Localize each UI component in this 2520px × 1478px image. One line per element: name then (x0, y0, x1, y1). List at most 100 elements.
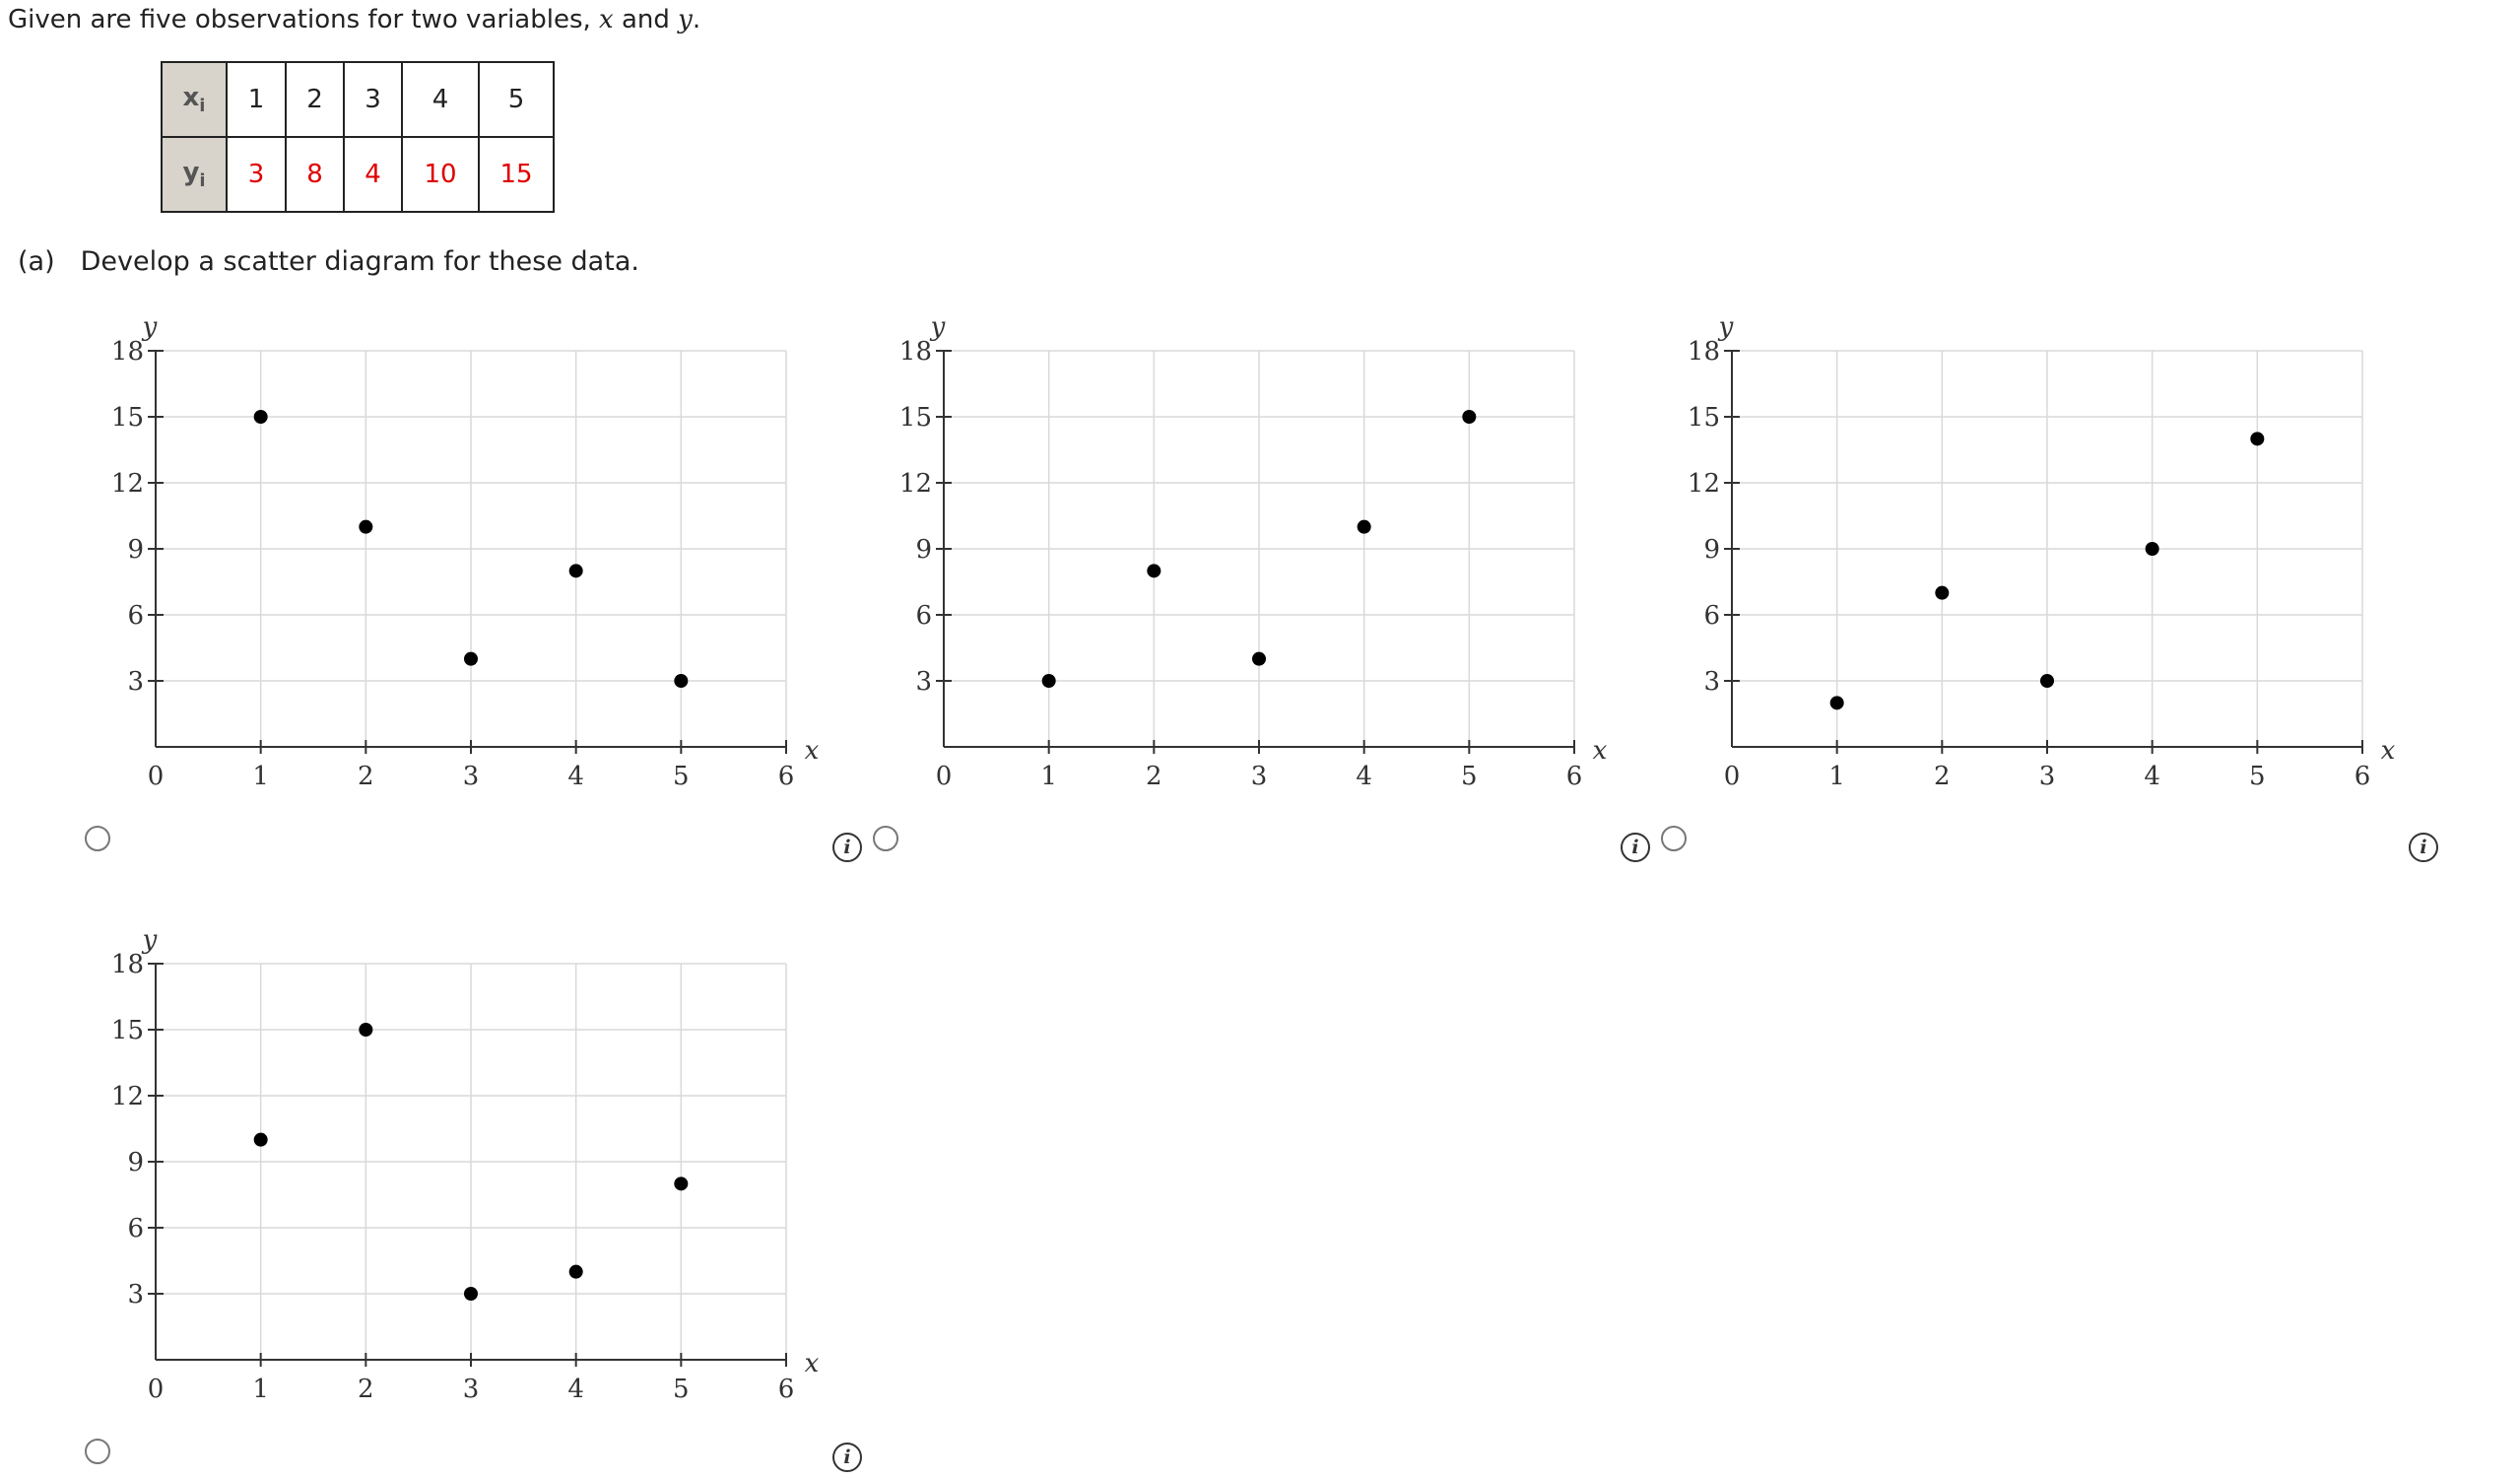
x-cell: 1 (226, 61, 287, 138)
observations-table: xi 1 2 3 4 5 yi 3 8 4 10 15 (161, 61, 555, 213)
scatter-plot-option-3: 0 1 2 3 4 5 6 3 6 9 12 15 18 y x (1675, 296, 2423, 791)
data-point (359, 519, 373, 534)
data-point (1252, 651, 1266, 666)
y-tick-label: 15 (1688, 403, 1720, 433)
x-tick-label: 2 (1146, 762, 1162, 791)
option-3-radio[interactable] (1661, 826, 1687, 851)
data-point (253, 1132, 268, 1147)
data-point (2145, 542, 2159, 556)
info-icon[interactable]: i (832, 1443, 862, 1472)
part-a-question: (a) Develop a scatter diagram for these d… (18, 244, 639, 280)
y-cell: 8 (285, 136, 345, 213)
x-tick-label: 6 (778, 1375, 795, 1404)
data-point (359, 1023, 373, 1037)
y-tick-label: 18 (111, 337, 144, 367)
y-cell: 4 (343, 136, 403, 213)
y-cell: 3 (226, 136, 287, 213)
x-axis-label: x (1593, 736, 1608, 766)
option-2-radio[interactable] (873, 826, 898, 851)
y-axis-label: y (1718, 312, 1734, 342)
x-tick-label: 4 (567, 762, 584, 791)
x-tick-label: 4 (567, 1375, 584, 1404)
x-tick-label: 5 (673, 762, 690, 791)
x-tick-label: 6 (1566, 762, 1583, 791)
x-tick-label: 4 (2144, 762, 2160, 791)
x-cell: 4 (401, 61, 480, 138)
info-icon[interactable]: i (832, 833, 862, 862)
x-tick-label: 0 (148, 1375, 165, 1404)
y-tick-label: 6 (127, 1214, 144, 1243)
y-tick-label: 18 (111, 950, 144, 979)
y-tick-label: 3 (127, 1280, 144, 1310)
x-cell: 5 (478, 61, 555, 138)
y-tick-label: 18 (899, 337, 932, 367)
x-axis-label: x (2381, 736, 2396, 766)
intro-var-x: x (599, 5, 614, 34)
intro-text-before: Given are five observations for two vari… (8, 5, 600, 34)
x-tick-label: 4 (1356, 762, 1372, 791)
x-tick-label: 2 (358, 1375, 374, 1404)
intro-text-mid: and (613, 5, 679, 34)
intro-var-y: y (678, 5, 693, 34)
data-point (1829, 696, 1844, 710)
x-tick-label: 0 (148, 762, 165, 791)
data-point (464, 1287, 478, 1301)
data-point (253, 410, 268, 424)
data-point (674, 674, 689, 688)
y-tick-label: 9 (127, 535, 144, 565)
x-tick-label: 5 (1461, 762, 1478, 791)
x-axis-label: x (805, 736, 820, 766)
info-icon[interactable]: i (2409, 833, 2438, 862)
data-point (2040, 674, 2054, 688)
x-tick-label: 5 (2249, 762, 2266, 791)
info-icon[interactable]: i (1621, 833, 1650, 862)
option-4-radio[interactable] (85, 1439, 110, 1464)
scatter-plot-option-2: 0 1 2 3 4 5 6 3 6 9 12 15 18 y x (887, 296, 1635, 791)
y-row: yi 3 8 4 10 15 (161, 136, 555, 213)
y-cell: 10 (401, 136, 480, 213)
y-tick-label: 15 (111, 403, 144, 433)
data-point (2250, 432, 2265, 446)
x-tick-label: 2 (1934, 762, 1951, 791)
y-tick-label: 9 (127, 1148, 144, 1177)
x-row: xi 1 2 3 4 5 (161, 61, 555, 138)
x-tick-label: 3 (2039, 762, 2056, 791)
x-tick-label: 3 (463, 762, 480, 791)
y-axis-label: y (142, 312, 158, 342)
x-tick-label: 2 (358, 762, 374, 791)
data-point (1935, 585, 1950, 600)
data-point (1041, 674, 1056, 688)
y-tick-label: 3 (127, 667, 144, 697)
y-tick-label: 3 (1703, 667, 1720, 697)
x-tick-label: 3 (1251, 762, 1268, 791)
part-question: Develop a scatter diagram for these data… (80, 246, 639, 277)
data-point (1462, 410, 1477, 424)
scatter-plot-option-4: 0 1 2 3 4 5 6 3 6 9 12 15 18 y x (99, 908, 847, 1404)
option-1-radio[interactable] (85, 826, 110, 851)
x-tick-label: 6 (778, 762, 795, 791)
data-point (1357, 519, 1371, 534)
x-axis-label: x (805, 1349, 820, 1378)
x-tick-label: 0 (936, 762, 953, 791)
y-tick-label: 15 (111, 1016, 144, 1045)
y-axis-label: y (142, 925, 158, 955)
x-tick-label: 1 (1828, 762, 1845, 791)
y-axis-label: y (930, 312, 946, 342)
y-tick-label: 12 (1688, 469, 1720, 499)
data-point (568, 564, 583, 578)
scatter-plot-option-1: 0 1 2 3 4 5 6 3 6 9 12 15 18 y x (99, 296, 847, 791)
x-tick-label: 1 (1040, 762, 1057, 791)
y-tick-label: 9 (915, 535, 932, 565)
data-point (568, 1264, 583, 1279)
y-cell: 15 (478, 136, 555, 213)
data-point (674, 1176, 689, 1191)
y-row-header: yi (161, 136, 228, 213)
y-tick-label: 15 (899, 403, 932, 433)
y-tick-label: 18 (1688, 337, 1720, 367)
y-tick-label: 3 (915, 667, 932, 697)
x-tick-label: 5 (673, 1375, 690, 1404)
